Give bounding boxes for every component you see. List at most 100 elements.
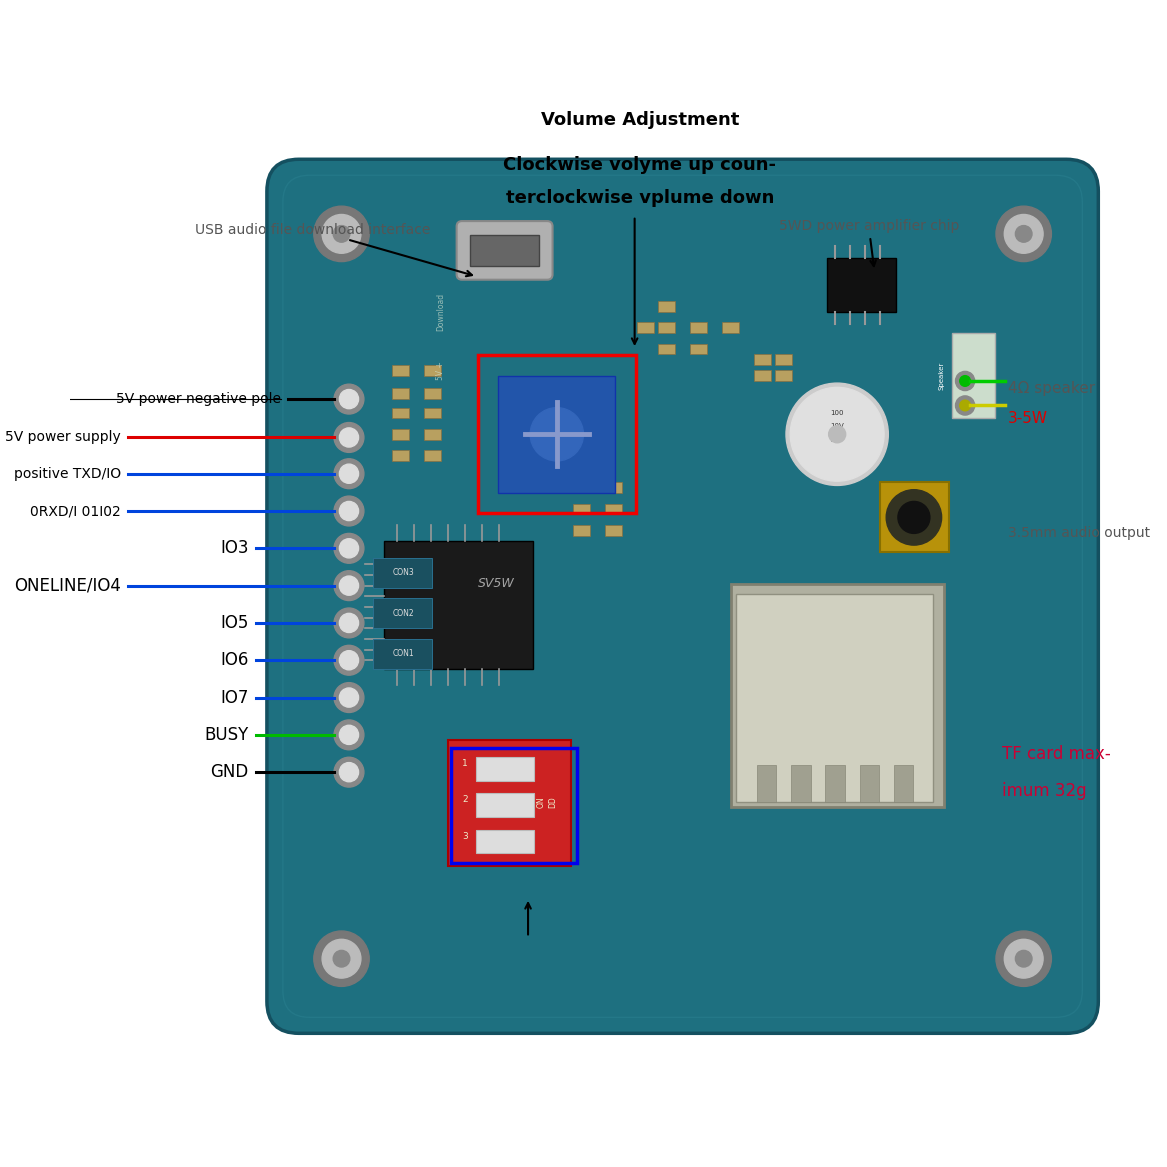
Circle shape bbox=[334, 459, 364, 489]
Circle shape bbox=[886, 490, 942, 545]
Circle shape bbox=[1015, 950, 1032, 967]
Text: Speaker: Speaker bbox=[938, 362, 944, 390]
Bar bbox=[498, 376, 615, 492]
Text: Volume Adjustment: Volume Adjustment bbox=[540, 111, 739, 128]
Circle shape bbox=[334, 608, 364, 638]
Text: 5V +: 5V + bbox=[436, 361, 445, 379]
Bar bbox=[754, 355, 771, 365]
Circle shape bbox=[829, 426, 846, 442]
Bar bbox=[392, 429, 408, 440]
Circle shape bbox=[322, 939, 361, 978]
Bar bbox=[424, 429, 441, 440]
Circle shape bbox=[334, 757, 364, 787]
Circle shape bbox=[334, 422, 364, 453]
Circle shape bbox=[314, 207, 369, 261]
FancyBboxPatch shape bbox=[267, 159, 1098, 1033]
Bar bbox=[373, 558, 432, 588]
Text: 4Ω speaker: 4Ω speaker bbox=[1008, 380, 1095, 396]
Circle shape bbox=[340, 614, 358, 633]
Bar bbox=[860, 764, 879, 802]
Text: BUSY: BUSY bbox=[204, 726, 249, 743]
Text: USB audio file download interface: USB audio file download interface bbox=[196, 223, 471, 277]
Bar bbox=[384, 540, 533, 669]
Bar bbox=[791, 764, 811, 802]
Circle shape bbox=[340, 576, 358, 595]
Bar bbox=[658, 322, 676, 333]
Text: 10V: 10V bbox=[830, 422, 844, 428]
Text: ONELINE/IO4: ONELINE/IO4 bbox=[14, 576, 121, 595]
Text: IO7: IO7 bbox=[221, 689, 249, 706]
Bar bbox=[775, 370, 792, 380]
Bar bbox=[392, 389, 408, 399]
Circle shape bbox=[897, 502, 930, 533]
Text: Clockwise volyme up coun-: Clockwise volyme up coun- bbox=[503, 155, 776, 174]
Text: CON3: CON3 bbox=[392, 568, 414, 578]
Bar bbox=[690, 322, 707, 333]
Bar bbox=[573, 525, 589, 536]
Text: Download: Download bbox=[436, 293, 445, 330]
Circle shape bbox=[340, 464, 358, 483]
Bar bbox=[392, 407, 408, 418]
Bar bbox=[476, 794, 534, 817]
Bar bbox=[476, 757, 534, 781]
Bar bbox=[754, 370, 771, 380]
Circle shape bbox=[340, 390, 358, 408]
Bar bbox=[424, 389, 441, 399]
Text: positive TXD/IO: positive TXD/IO bbox=[14, 467, 121, 481]
Bar bbox=[605, 525, 622, 536]
Circle shape bbox=[995, 931, 1051, 986]
Text: TF card max-: TF card max- bbox=[1002, 745, 1111, 763]
Bar bbox=[373, 638, 432, 669]
Circle shape bbox=[530, 407, 584, 461]
Circle shape bbox=[334, 533, 364, 564]
Text: 100: 100 bbox=[831, 410, 844, 415]
Text: 1: 1 bbox=[462, 760, 468, 768]
Circle shape bbox=[340, 651, 358, 670]
Text: 3: 3 bbox=[462, 832, 468, 840]
Text: 3-5W: 3-5W bbox=[1008, 411, 1048, 426]
Text: 5WD power amplifier chip: 5WD power amplifier chip bbox=[778, 219, 959, 266]
Bar bbox=[470, 235, 539, 266]
Bar bbox=[424, 407, 441, 418]
Circle shape bbox=[995, 207, 1051, 261]
Bar bbox=[452, 748, 576, 862]
Text: IO5: IO5 bbox=[221, 614, 249, 633]
Text: RVT: RVT bbox=[831, 436, 844, 442]
Bar bbox=[392, 450, 408, 461]
Circle shape bbox=[334, 683, 364, 713]
Text: 3.5mm audio output: 3.5mm audio output bbox=[1008, 526, 1149, 540]
Bar bbox=[722, 322, 739, 333]
Text: IO3: IO3 bbox=[221, 539, 249, 558]
Circle shape bbox=[956, 371, 974, 391]
Circle shape bbox=[334, 384, 364, 414]
Text: terclockwise vplume down: terclockwise vplume down bbox=[505, 189, 774, 207]
Bar bbox=[658, 343, 676, 355]
Bar bbox=[573, 482, 589, 492]
Circle shape bbox=[340, 725, 358, 745]
Text: 5V power negative pole: 5V power negative pole bbox=[116, 392, 281, 406]
Bar bbox=[373, 599, 432, 628]
Text: GND: GND bbox=[210, 763, 249, 781]
Text: DD: DD bbox=[548, 796, 557, 808]
Bar bbox=[637, 322, 654, 333]
Bar bbox=[478, 356, 636, 513]
FancyBboxPatch shape bbox=[456, 221, 552, 280]
Text: CON2: CON2 bbox=[392, 609, 414, 617]
Bar bbox=[826, 258, 896, 312]
Bar bbox=[825, 764, 845, 802]
Bar bbox=[736, 594, 934, 802]
Bar bbox=[605, 503, 622, 515]
Bar bbox=[690, 343, 707, 355]
Bar bbox=[476, 830, 534, 853]
Text: imum 32g: imum 32g bbox=[1002, 782, 1086, 801]
Circle shape bbox=[322, 215, 361, 253]
Circle shape bbox=[1005, 215, 1043, 253]
Bar bbox=[424, 365, 441, 376]
Circle shape bbox=[1015, 225, 1032, 243]
Circle shape bbox=[959, 376, 971, 386]
Bar bbox=[775, 355, 792, 365]
Circle shape bbox=[790, 387, 885, 481]
Bar bbox=[658, 301, 676, 312]
Circle shape bbox=[334, 950, 350, 967]
Bar bbox=[392, 365, 408, 376]
